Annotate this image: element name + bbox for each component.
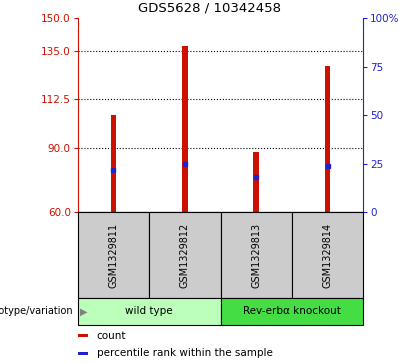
Bar — [78, 334, 88, 337]
Text: count: count — [97, 331, 126, 340]
Bar — [182, 46, 188, 212]
Bar — [78, 212, 149, 298]
Bar — [253, 152, 259, 212]
Bar — [220, 212, 292, 298]
Text: percentile rank within the sample: percentile rank within the sample — [97, 348, 273, 359]
Text: genotype/variation: genotype/variation — [0, 306, 74, 316]
Text: GSM1329811: GSM1329811 — [108, 223, 118, 287]
Text: Rev-erbα knockout: Rev-erbα knockout — [243, 306, 341, 316]
Bar — [78, 352, 88, 355]
Bar — [78, 298, 220, 325]
Bar — [325, 66, 331, 212]
Bar — [110, 115, 116, 212]
Bar — [292, 212, 363, 298]
Bar — [220, 298, 363, 325]
Bar — [149, 212, 220, 298]
Text: GSM1329813: GSM1329813 — [251, 223, 261, 287]
Text: ▶: ▶ — [80, 306, 87, 316]
Text: wild type: wild type — [125, 306, 173, 316]
Text: GDS5628 / 10342458: GDS5628 / 10342458 — [139, 1, 281, 15]
Text: GSM1329814: GSM1329814 — [323, 223, 333, 287]
Text: GSM1329812: GSM1329812 — [180, 223, 190, 287]
